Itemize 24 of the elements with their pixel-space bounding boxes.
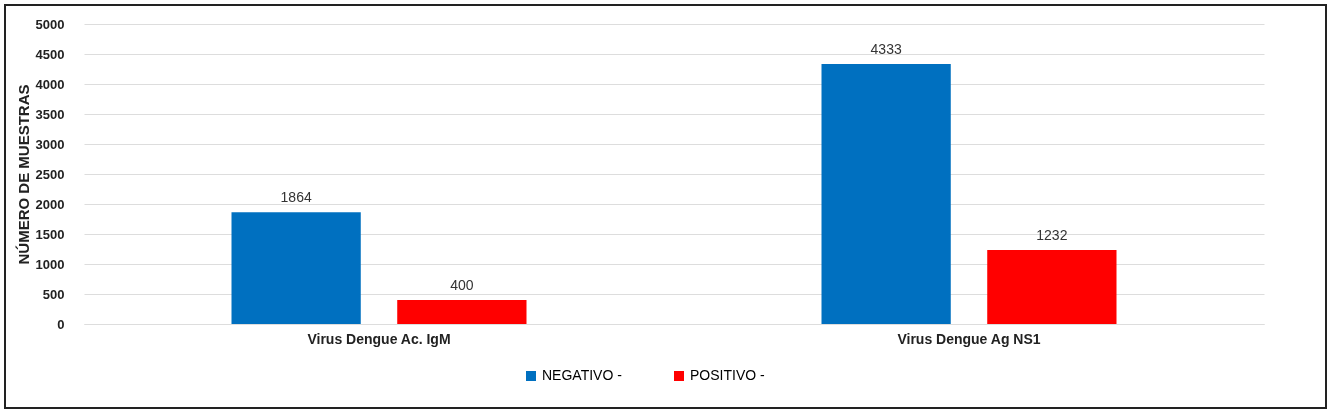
y-tick-label: 3500 <box>35 106 65 122</box>
x-tick-label: Virus Dengue Ag NS1 <box>897 330 1041 347</box>
y-axis-title: NÚMERO DE MUESTRAS <box>14 84 32 265</box>
y-tick-label: 3000 <box>35 136 65 152</box>
legend-label: NEGATIVO - <box>542 367 623 383</box>
y-tick-label: 4500 <box>35 46 65 62</box>
data-label: 4333 <box>870 41 902 58</box>
y-tick-label: 1000 <box>35 256 65 272</box>
y-tick-label: 5000 <box>35 16 65 32</box>
bar <box>987 250 1117 324</box>
y-tick-label: 2000 <box>35 196 65 212</box>
data-label: 1864 <box>280 189 312 206</box>
y-tick-label: 4000 <box>35 76 65 92</box>
bar <box>821 64 951 324</box>
legend-label: POSITIVO - <box>690 367 766 383</box>
y-tick-label: 500 <box>42 286 65 302</box>
y-tick-label: 2500 <box>35 166 65 182</box>
x-tick-label: Virus Dengue Ac. IgM <box>307 330 451 347</box>
y-tick-label: 0 <box>57 316 65 332</box>
bar <box>397 300 527 324</box>
data-label: 1232 <box>1036 227 1068 244</box>
data-label: 400 <box>450 277 474 293</box>
y-tick-label: 1500 <box>35 226 65 242</box>
bar <box>231 212 361 324</box>
